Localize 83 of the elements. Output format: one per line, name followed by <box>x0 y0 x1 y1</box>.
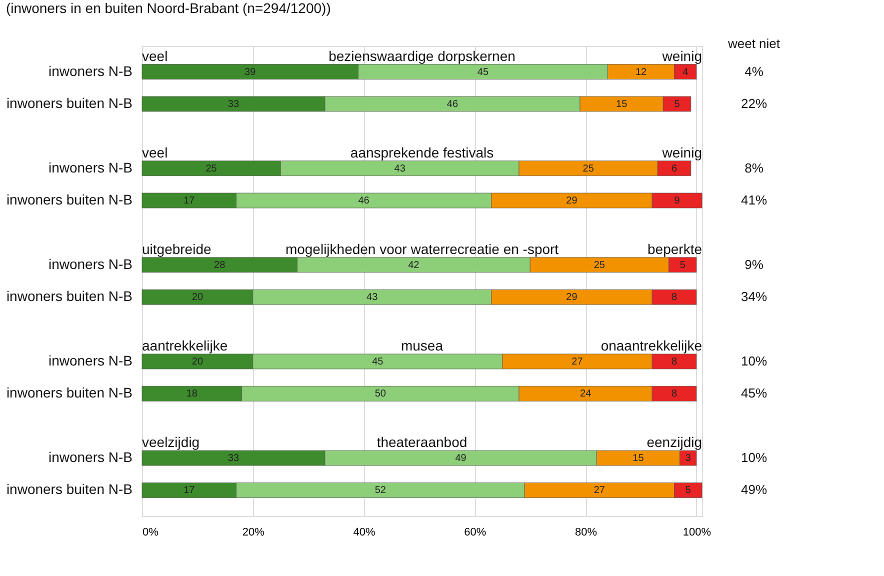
data-label: 29 <box>566 196 578 207</box>
annotation: aansprekende festivals <box>350 144 494 160</box>
data-label: 25 <box>594 260 606 271</box>
x-tick-label: 20% <box>242 526 265 538</box>
y-tick-label: inwoners N-B <box>48 352 132 368</box>
y-tick-label: inwoners N-B <box>48 449 132 466</box>
data-label: 33 <box>228 453 240 464</box>
text: 10% <box>740 353 768 368</box>
text: 8% <box>744 160 764 176</box>
text: 10% <box>740 450 768 466</box>
annotation: mogelijkheden voor waterrecreatie en -sport <box>285 240 559 257</box>
y-tick-label: inwoners buiten N-B <box>6 288 132 304</box>
y-tick-label: inwoners N-B <box>48 159 132 176</box>
text: 49% <box>740 482 768 498</box>
text: weet niet <box>726 36 780 51</box>
annotation: onaantrekkelijke <box>600 337 702 354</box>
data-label: 20 <box>192 292 204 304</box>
data-label: 52 <box>374 485 386 496</box>
x-tick-label: 80% <box>575 526 598 538</box>
data-label: 6 <box>671 163 678 174</box>
data-label: 45 <box>372 356 384 368</box>
annotation: theateraanbod <box>376 434 468 450</box>
text: 34% <box>740 289 768 304</box>
annotation: weinig <box>661 144 702 160</box>
annotation: weinig <box>661 48 702 64</box>
annotation: bezienswaardige dorpskernen <box>328 48 516 64</box>
annotation: veelzijdig <box>142 434 200 450</box>
text: 45% <box>740 386 768 401</box>
text: 9% <box>744 256 764 272</box>
data-label: 50 <box>374 388 386 400</box>
data-label: 45 <box>477 66 489 78</box>
data-label: 43 <box>394 163 406 174</box>
data-label: 9 <box>674 196 680 207</box>
text: 4% <box>744 64 764 79</box>
x-tick-label: 60% <box>464 526 486 538</box>
text: 41% <box>740 192 768 208</box>
data-label: 17 <box>184 196 196 207</box>
data-label: 12 <box>635 66 648 78</box>
data-label: 20 <box>192 356 204 368</box>
x-tick-label: 0% <box>142 526 159 538</box>
annotation: uitgebreide <box>142 240 212 257</box>
data-label: 33 <box>228 98 240 110</box>
data-label: 18 <box>186 388 198 400</box>
data-label: 28 <box>214 260 226 271</box>
data-label: 49 <box>455 453 467 464</box>
data-label: 4 <box>682 66 689 78</box>
y-tick-label: inwoners buiten N-B <box>6 192 132 208</box>
text: 22% <box>740 96 768 111</box>
data-label: 27 <box>572 356 584 368</box>
chart-subtitle: (inwoners in en buiten Noord-Brabant (n=294/1200)) <box>6 0 331 16</box>
data-label: 8 <box>671 388 678 400</box>
annotation: veel <box>142 144 168 160</box>
data-label: 29 <box>566 292 578 304</box>
data-label: 25 <box>206 163 218 174</box>
annotation: musea <box>400 337 444 354</box>
data-label: 17 <box>184 485 196 496</box>
data-label: 5 <box>680 260 686 271</box>
y-tick-label: inwoners buiten N-B <box>6 384 132 401</box>
y-tick-label: inwoners N-B <box>48 62 132 79</box>
data-label: 8 <box>671 292 678 304</box>
data-label: 27 <box>594 485 606 496</box>
data-label: 43 <box>366 292 378 304</box>
y-tick-label: inwoners N-B <box>48 256 132 272</box>
annotation: aantrekkelijke <box>142 337 228 354</box>
data-label: 8 <box>671 356 678 368</box>
data-label: 25 <box>582 163 594 174</box>
data-label: 3 <box>685 453 692 464</box>
data-label: 15 <box>632 453 644 464</box>
x-tick-label: 100% <box>682 526 712 538</box>
annotation: beperkte <box>648 240 702 257</box>
annotation: eenzijdig <box>646 434 702 450</box>
data-label: 46 <box>358 196 370 207</box>
y-tick-label: inwoners buiten N-B <box>6 481 132 498</box>
data-label: 5 <box>674 98 680 110</box>
data-label: 42 <box>408 260 420 271</box>
data-label: 39 <box>244 66 256 78</box>
y-tick-label: inwoners buiten N-B <box>6 94 132 111</box>
data-label: 46 <box>446 98 458 110</box>
annotation: veel <box>142 48 168 64</box>
x-tick-label: 40% <box>353 526 376 538</box>
data-label: 5 <box>685 485 692 496</box>
data-label: 15 <box>616 98 628 110</box>
data-label: 24 <box>580 388 592 400</box>
